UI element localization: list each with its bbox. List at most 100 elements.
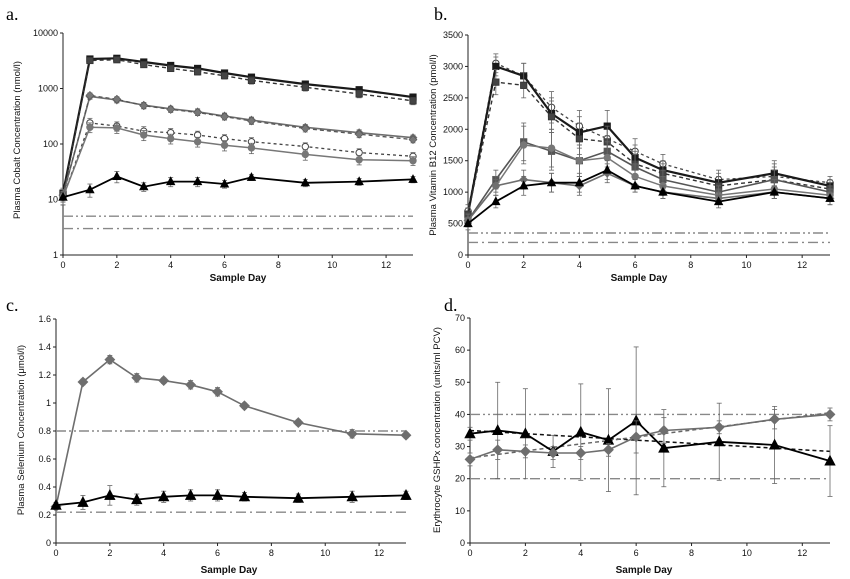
data-point [824, 454, 836, 466]
data-point [575, 447, 587, 459]
data-point [408, 174, 418, 183]
data-point [220, 112, 229, 122]
x-tick-label: 0 [467, 548, 472, 558]
panel-b-ylabel: Plasma Vitamin B12 Concentration (pmol/l… [428, 54, 439, 235]
x-tick-label: 4 [161, 548, 166, 558]
panel-d: d. Sample Day Erythrocyte GSHPx concentr… [432, 295, 836, 576]
data-point [194, 68, 202, 76]
data-point [547, 144, 556, 152]
data-point [603, 153, 611, 162]
x-tick-label: 4 [577, 260, 582, 270]
data-point [492, 62, 500, 71]
x-tick-label: 10 [741, 260, 751, 270]
data-point [408, 135, 418, 145]
data-point [112, 94, 122, 104]
x-tick-label: 2 [523, 548, 528, 558]
data-point [355, 90, 363, 98]
y-tick-label: 1 [53, 250, 58, 260]
data-point [58, 191, 68, 201]
y-tick-label: 10 [48, 195, 58, 205]
data-point [463, 218, 473, 228]
x-tick-label: 0 [465, 260, 470, 270]
x-tick-label: 4 [168, 260, 173, 270]
x-tick-label: 10 [327, 260, 337, 270]
data-point [219, 178, 230, 188]
data-point [184, 489, 197, 500]
panel-b-label: b. [434, 4, 448, 24]
y-tick-label: 1000 [38, 84, 58, 94]
data-point [824, 409, 836, 420]
data-point [825, 193, 835, 202]
data-point [575, 157, 584, 165]
panel-c-xlabel: Sample Day [201, 565, 258, 576]
y-tick-label: 3500 [443, 30, 463, 40]
y-tick-label: 0.2 [38, 510, 51, 520]
data-point [238, 490, 251, 502]
panel-c-label: c. [6, 295, 19, 315]
data-point [211, 489, 224, 500]
data-point [300, 177, 311, 187]
data-point [603, 444, 614, 456]
data-point [464, 427, 476, 439]
data-point [220, 72, 229, 80]
data-point [193, 108, 203, 117]
data-point [630, 180, 640, 190]
data-point [292, 417, 304, 429]
data-point [166, 104, 176, 114]
x-tick-label: 6 [215, 548, 220, 558]
x-tick-label: 12 [797, 548, 807, 558]
panel-c-ylabel: Plasma Selenium Concentration (μmol/l) [16, 345, 27, 515]
panel-d-xlabel: Sample Day [616, 565, 673, 576]
data-point [77, 376, 89, 388]
x-tick-label: 12 [381, 260, 391, 270]
data-point [713, 435, 725, 447]
y-tick-label: 1500 [443, 156, 463, 166]
data-point [492, 78, 500, 86]
series-5 [59, 117, 417, 206]
data-point [301, 83, 309, 91]
x-tick-label: 2 [107, 548, 112, 558]
y-tick-label: 0.8 [38, 426, 51, 436]
panel-b: b. Sample Day Plasma Vitamin B12 Concent… [428, 4, 835, 284]
data-point [301, 150, 310, 159]
data-point [85, 91, 95, 100]
series-2 [464, 56, 834, 221]
data-point [713, 196, 724, 206]
data-point [113, 56, 121, 64]
data-point [519, 427, 532, 439]
x-tick-label: 8 [688, 260, 693, 270]
data-point [292, 491, 305, 503]
x-tick-label: 6 [634, 548, 639, 558]
y-tick-label: 1.6 [38, 314, 51, 324]
y-tick-label: 500 [448, 219, 463, 229]
x-tick-label: 10 [320, 548, 330, 558]
data-point [166, 134, 175, 143]
data-point [104, 489, 116, 500]
data-point [165, 176, 176, 186]
series-1 [50, 354, 412, 513]
data-point [104, 354, 116, 366]
data-point [355, 148, 363, 157]
panel-d-label: d. [444, 295, 458, 315]
data-point [658, 186, 668, 196]
x-tick-label: 12 [797, 260, 807, 270]
data-point [400, 489, 412, 500]
data-point [409, 97, 417, 105]
data-point [574, 177, 585, 187]
data-point [519, 445, 531, 457]
data-point [658, 441, 670, 453]
data-point [575, 425, 587, 437]
data-point [301, 142, 310, 151]
y-tick-label: 0 [460, 538, 465, 548]
data-point [192, 176, 203, 186]
data-point [167, 64, 175, 73]
data-point [354, 129, 364, 139]
data-point [630, 431, 642, 443]
y-tick-label: 1 [46, 398, 51, 408]
data-point [193, 138, 202, 146]
panel-a-xlabel: Sample Day [210, 273, 267, 284]
data-point [491, 424, 504, 436]
data-point [464, 454, 476, 465]
data-point [354, 176, 364, 186]
